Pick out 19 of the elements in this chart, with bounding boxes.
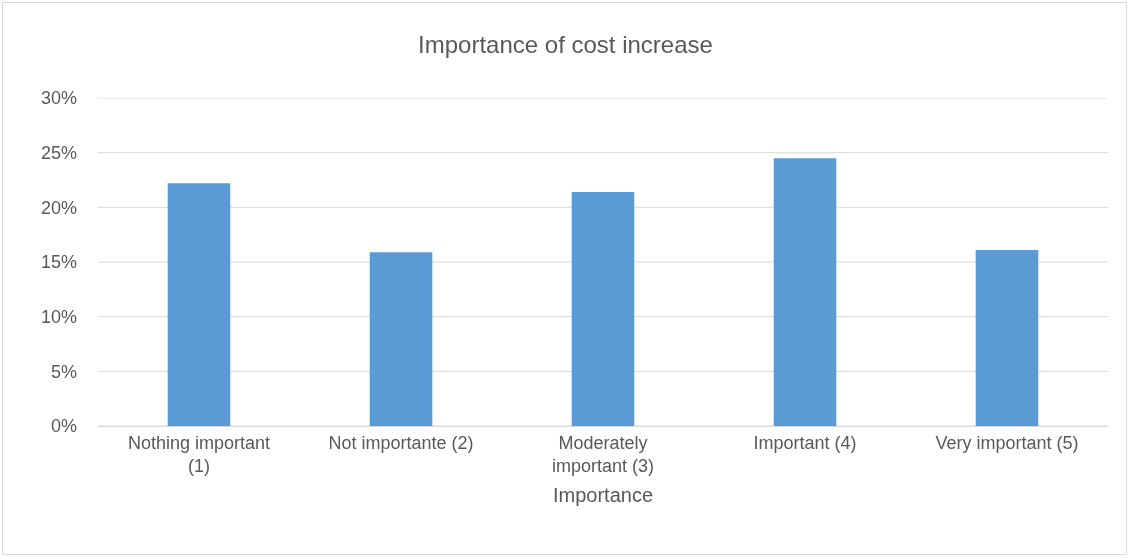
y-tick-label: 20% [40,197,77,218]
x-axis-title: Importance [552,483,654,506]
bar [167,183,231,426]
y-tick-label: 30% [40,88,77,109]
y-tick-label: 15% [40,252,77,273]
x-tick-label: Very important (5) [935,432,1079,453]
x-tick-label: Moderately important (3) [551,432,655,476]
bar [773,158,837,426]
x-tick-label: Not importante (2) [328,432,474,453]
bar [571,192,635,426]
y-tick-label: 0% [50,416,77,437]
x-tick-label: Nothing important (1) [127,432,271,476]
chart-title: Importance of cost increase [418,30,713,58]
x-tick-label: Important (4) [753,432,857,453]
y-tick-label: 25% [40,142,77,163]
bar [369,252,433,426]
bar [975,249,1039,426]
y-tick-label: 5% [50,361,77,382]
y-tick-label: 10% [40,306,77,327]
